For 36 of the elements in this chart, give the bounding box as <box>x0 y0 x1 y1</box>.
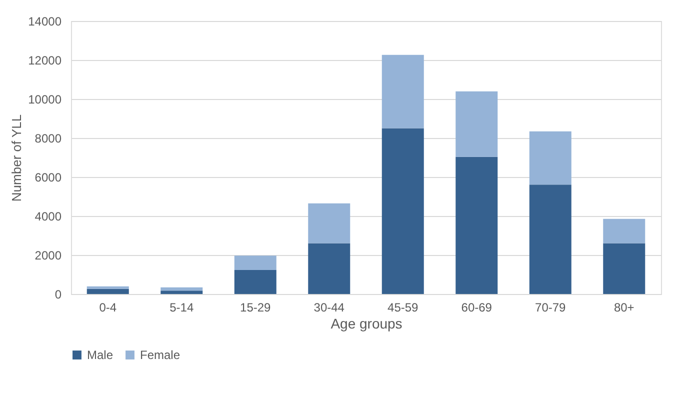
bar <box>456 156 498 294</box>
bar <box>529 184 572 294</box>
bar <box>308 243 350 294</box>
bar <box>308 203 350 244</box>
x-tick-label: 80+ <box>614 300 634 314</box>
y-tick-label: 2000 <box>34 248 62 262</box>
y-tick-label: 14000 <box>28 14 62 28</box>
y-tick-label: 6000 <box>34 170 62 184</box>
bar <box>382 54 424 128</box>
bar <box>160 287 203 291</box>
bar <box>86 286 129 289</box>
y-tick-label: 4000 <box>34 210 62 224</box>
legend-label: Male <box>87 348 114 362</box>
x-tick-label: 70-79 <box>535 300 566 314</box>
x-tick-label: 0-4 <box>99 300 117 314</box>
bar <box>603 218 646 244</box>
x-tick-label: 60-69 <box>461 300 492 314</box>
y-tick-label: 8000 <box>34 132 62 146</box>
bar <box>456 91 498 157</box>
bar <box>234 270 276 294</box>
y-tick-label: 10000 <box>28 92 62 106</box>
legend-label: Female <box>140 348 180 362</box>
bar <box>160 290 203 294</box>
bar <box>234 256 276 270</box>
y-axis-title: Number of YLL <box>9 114 24 202</box>
x-tick-label: 45-59 <box>388 300 419 314</box>
bar <box>529 131 572 185</box>
y-tick-label: 12000 <box>28 54 62 68</box>
bar <box>603 243 646 294</box>
bar <box>86 288 129 294</box>
x-tick-label: 15-29 <box>240 300 272 314</box>
x-tick-label: 5-14 <box>170 300 194 314</box>
bar <box>382 128 424 294</box>
x-tick-label: 30-44 <box>314 300 345 314</box>
x-axis-title: Age groups <box>330 316 402 332</box>
y-tick-label: 0 <box>54 288 62 302</box>
